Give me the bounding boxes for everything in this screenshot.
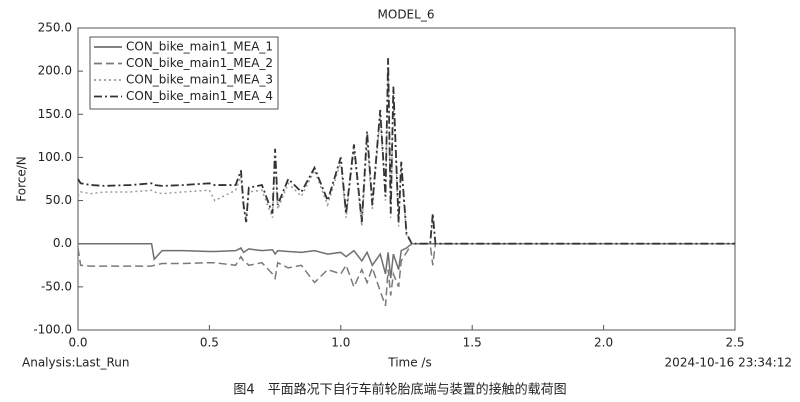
analysis-label: Analysis:Last_Run bbox=[22, 356, 130, 370]
y-tick-label: 150.0 bbox=[38, 107, 72, 121]
x-tick-label: 0.5 bbox=[200, 336, 219, 350]
caption: 图4 平面路况下自行车前轮胎底端与装置的接触的载荷图 bbox=[233, 382, 566, 398]
series-line bbox=[77, 58, 735, 245]
legend-label: CON_bike_main1_MEA_3 bbox=[126, 73, 273, 87]
x-axis-label: Time /s bbox=[387, 356, 431, 370]
x-tick-label: 2.5 bbox=[725, 336, 744, 350]
series-line bbox=[78, 242, 735, 279]
x-tick-label: 1.5 bbox=[463, 336, 482, 350]
chart-title: MODEL_6 bbox=[378, 8, 435, 22]
y-tick-label: 200.0 bbox=[38, 64, 72, 78]
y-tick-label: 50.0 bbox=[45, 193, 72, 207]
timestamp: 2024-10-16 23:34:12 bbox=[665, 356, 792, 370]
y-tick-label: -100.0 bbox=[33, 323, 72, 337]
x-tick-label: 2.0 bbox=[594, 336, 613, 350]
series-line bbox=[77, 66, 735, 245]
legend-label: CON_bike_main1_MEA_4 bbox=[126, 89, 273, 103]
legend-label: CON_bike_main1_MEA_1 bbox=[126, 40, 273, 54]
y-tick-label: 100.0 bbox=[38, 150, 72, 164]
legend-label: CON_bike_main1_MEA_2 bbox=[126, 56, 273, 70]
x-tick-label: 0.0 bbox=[68, 336, 87, 350]
y-tick-label: -50.0 bbox=[41, 279, 72, 293]
series-line bbox=[77, 242, 735, 307]
x-tick-label: 1.0 bbox=[331, 336, 350, 350]
y-tick-label: 0.0 bbox=[53, 236, 72, 250]
y-tick-label: 250.0 bbox=[38, 21, 72, 35]
y-axis-label: Force/N bbox=[15, 156, 29, 202]
